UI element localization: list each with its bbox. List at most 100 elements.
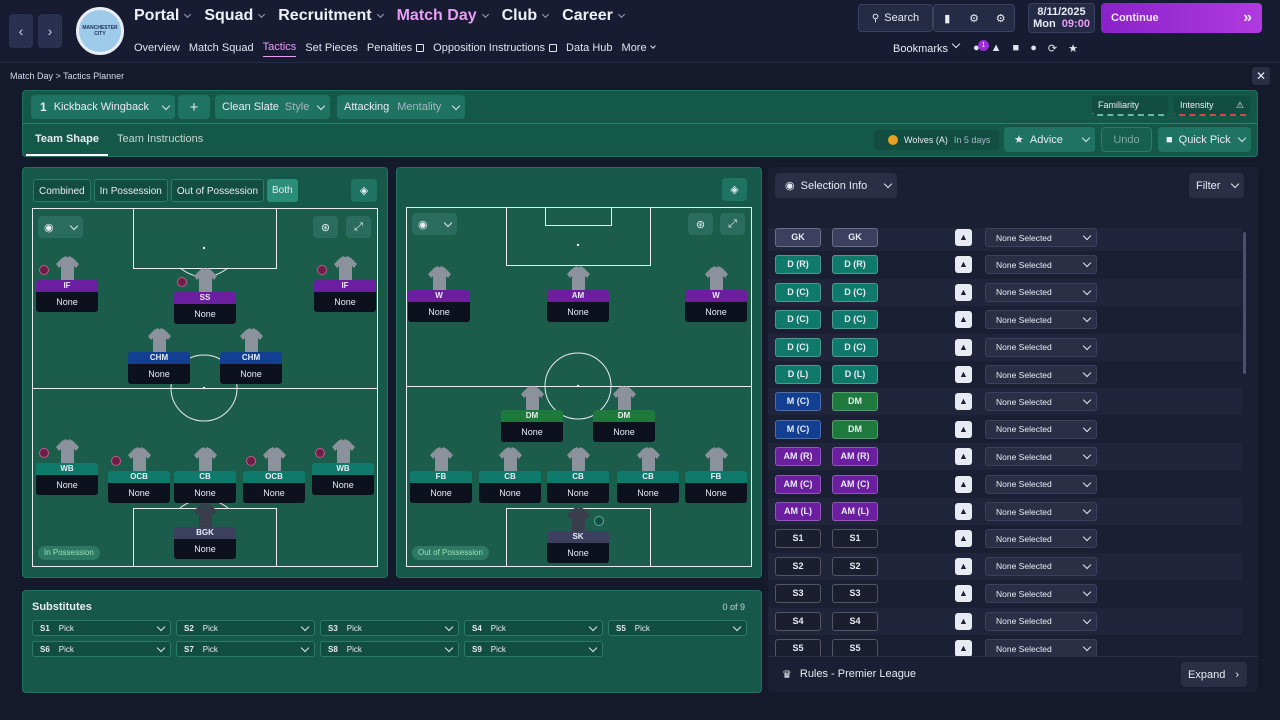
player-instructions-button[interactable]: ▲ <box>955 612 972 630</box>
sub-nav-item[interactable]: Set Pieces <box>305 41 358 57</box>
position-button[interactable]: AM (C) <box>775 474 821 494</box>
view-filter[interactable]: Combined <box>33 179 91 202</box>
role-badge[interactable]: OCB <box>243 471 305 483</box>
sub-nav-item[interactable]: Penalties <box>367 41 425 57</box>
position-button[interactable]: D (C) <box>832 310 878 330</box>
player-dropdown[interactable]: None Selected <box>985 255 1097 275</box>
player-instructions-button[interactable]: ▲ <box>955 283 972 301</box>
sub-nav-item[interactable]: More <box>622 41 656 57</box>
globe-icon[interactable]: ⚙ <box>969 12 979 25</box>
trophy-icon[interactable]: ★ <box>1068 43 1078 55</box>
player-slot[interactable]: None <box>174 304 236 324</box>
player-slot[interactable]: None <box>547 543 609 563</box>
player-dropdown[interactable]: None Selected <box>985 529 1097 549</box>
player-slot[interactable]: None <box>243 483 305 503</box>
position-button[interactable]: D (C) <box>775 310 821 330</box>
player-slot[interactable]: None <box>685 483 747 503</box>
position-button[interactable]: D (R) <box>775 255 821 275</box>
player-slot[interactable]: None <box>36 292 98 312</box>
player-slot[interactable]: None <box>128 364 190 384</box>
player-slot[interactable]: None <box>312 475 374 495</box>
view-filter[interactable]: Both <box>267 179 298 202</box>
nav-item[interactable]: Recruitment <box>278 7 384 25</box>
role-badge[interactable]: CB <box>174 471 236 483</box>
position-button[interactable]: S1 <box>832 529 878 549</box>
player-dropdown[interactable]: None Selected <box>985 556 1097 576</box>
familiarity-meter[interactable]: Familiarity <box>1092 96 1168 116</box>
sub-nav-item[interactable]: Opposition Instructions <box>433 41 558 57</box>
player-slot[interactable]: None <box>547 483 609 503</box>
visibility-dropdown[interactable]: ◉ <box>412 213 457 235</box>
position-button[interactable]: GK <box>775 228 821 247</box>
bookmarks-dropdown[interactable]: Bookmarks <box>893 43 965 55</box>
pitch-options-button[interactable]: ◈ <box>722 178 747 201</box>
player-slot[interactable]: None <box>593 422 655 442</box>
expand-button[interactable]: Expand › <box>1181 662 1247 687</box>
view-filter[interactable]: Out of Possession <box>170 179 265 202</box>
player-instructions-button[interactable]: ▲ <box>955 503 972 520</box>
player-slot[interactable]: None <box>220 364 282 384</box>
player-dropdown[interactable]: None Selected <box>985 310 1097 330</box>
player-instructions-button[interactable]: ▲ <box>955 420 972 438</box>
club-crest[interactable]: MANCHESTER CITY <box>76 7 124 55</box>
player-slot[interactable]: None <box>547 302 609 322</box>
substitute-slot[interactable]: S8 Pick <box>320 641 459 657</box>
player-slot[interactable]: None <box>501 422 563 442</box>
position-button[interactable]: D (C) <box>832 282 878 302</box>
player-instructions-button[interactable]: ▲ <box>955 585 972 603</box>
role-badge[interactable]: DM <box>501 410 563 422</box>
position-button[interactable]: S3 <box>775 584 821 604</box>
role-badge[interactable]: WB <box>312 463 374 475</box>
player-dropdown[interactable]: None Selected <box>985 474 1097 494</box>
player-slot[interactable]: None <box>479 483 541 503</box>
position-button[interactable]: S5 <box>775 639 821 656</box>
quick-pick-button[interactable]: ■ Quick Pick <box>1158 127 1251 152</box>
player-instructions-button[interactable]: ▲ <box>955 229 972 246</box>
substitute-slot[interactable]: S9 Pick <box>464 641 603 657</box>
expand-pitch-button[interactable]: ⤢ <box>720 213 745 235</box>
role-badge[interactable]: FB <box>410 471 472 483</box>
player-instructions-button[interactable]: ▲ <box>955 338 972 356</box>
scrollbar[interactable] <box>1243 232 1246 374</box>
style-dropdown[interactable]: Clean Slate Style <box>215 95 330 119</box>
role-badge[interactable]: CB <box>547 471 609 483</box>
sub-nav-item[interactable]: Overview <box>134 41 180 57</box>
position-button[interactable]: D (L) <box>775 365 821 384</box>
date-box[interactable]: 8/11/2025 Mon 09:00 <box>1028 3 1095 33</box>
position-button[interactable]: M (C) <box>775 419 821 439</box>
substitute-slot[interactable]: S1 Pick <box>32 620 171 636</box>
role-badge[interactable]: IF <box>314 280 376 292</box>
player-slot[interactable]: None <box>174 539 236 559</box>
player-dropdown[interactable]: None Selected <box>985 639 1097 656</box>
player-slot[interactable]: None <box>108 483 170 503</box>
role-badge[interactable]: W <box>408 290 470 302</box>
view-filter[interactable]: In Possession <box>93 179 168 202</box>
player-instructions-button[interactable]: ▲ <box>955 311 972 329</box>
position-button[interactable]: AM (C) <box>832 474 878 494</box>
sub-nav-item[interactable]: Data Hub <box>566 41 612 57</box>
expand-pitch-button[interactable]: ⤢ <box>346 216 371 238</box>
selection-view-dropdown[interactable]: ◉ Selection Info <box>775 173 897 198</box>
position-button[interactable]: DM <box>832 392 878 412</box>
position-button[interactable]: AM (L) <box>775 502 821 521</box>
role-badge[interactable]: OCB <box>108 471 170 483</box>
position-button[interactable]: S3 <box>832 584 878 604</box>
player-instructions-button[interactable]: ▲ <box>955 530 972 548</box>
player-slot[interactable]: None <box>685 302 747 322</box>
sub-nav-item[interactable]: Tactics <box>262 41 297 57</box>
intensity-meter[interactable]: Intensity ⚠ <box>1174 96 1250 116</box>
next-opponent[interactable]: Wolves (A) In 5 days <box>874 130 999 150</box>
position-button[interactable]: S4 <box>832 611 878 631</box>
tab[interactable]: Team Shape <box>26 126 108 156</box>
position-button[interactable]: D (L) <box>832 365 878 384</box>
continue-button[interactable]: Continue » <box>1101 3 1262 33</box>
player-slot[interactable]: None <box>36 475 98 495</box>
role-badge[interactable]: AM <box>547 290 609 302</box>
staff-icon[interactable]: ■ <box>1012 42 1020 54</box>
nav-item[interactable]: Match Day <box>397 7 489 25</box>
substitute-slot[interactable]: S6 Pick <box>32 641 171 657</box>
role-badge[interactable]: CHM <box>220 352 282 364</box>
position-button[interactable]: AM (L) <box>832 502 878 521</box>
nav-item[interactable]: Career <box>562 7 625 25</box>
nav-item[interactable]: Squad <box>204 7 266 25</box>
